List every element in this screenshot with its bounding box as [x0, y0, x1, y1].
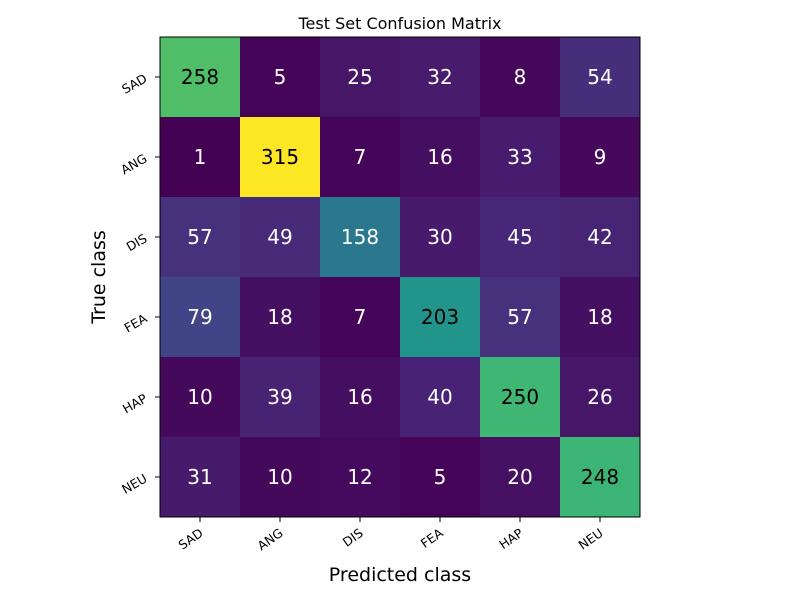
x-tick-label: DIS [340, 525, 366, 550]
cell-value-label: 42 [587, 225, 612, 249]
heatmap-cell [320, 117, 401, 198]
x-axis-label: Predicted class [329, 564, 471, 586]
heatmap-cell [320, 437, 401, 518]
cell-value-label: 248 [581, 465, 619, 489]
y-tick-label: DIS [124, 231, 150, 255]
cell-value-label: 315 [261, 145, 299, 169]
cell-value-label: 10 [187, 385, 212, 409]
cell-value-label: 10 [267, 465, 292, 489]
cell-value-label: 7 [354, 305, 367, 329]
heatmap-cell [160, 437, 241, 518]
heatmap-cell [240, 197, 321, 278]
cell-value-label: 258 [181, 65, 219, 89]
heatmap-cell [400, 117, 481, 198]
x-tick-label: HAP [496, 525, 526, 552]
heatmap-cell [240, 357, 321, 438]
heatmap-cell [320, 277, 401, 358]
heatmap-cell [400, 277, 481, 358]
cell-value-label: 26 [587, 385, 612, 409]
cell-value-label: 18 [267, 305, 292, 329]
heatmap-cell [480, 357, 561, 438]
heatmap-cell [240, 277, 321, 358]
heatmap-cell [560, 197, 641, 278]
cell-value-label: 203 [421, 305, 459, 329]
heatmap-cell [320, 197, 401, 278]
cell-value-label: 16 [347, 385, 372, 409]
heatmap-cell [240, 117, 321, 198]
heatmap-cell [400, 357, 481, 438]
cell-value-label: 1 [194, 145, 207, 169]
y-tick-label: NEU [119, 471, 149, 497]
cell-value-label: 5 [274, 65, 287, 89]
cell-value-label: 30 [427, 225, 452, 249]
cell-value-label: 8 [514, 65, 527, 89]
heatmap-cell [400, 37, 481, 118]
cell-value-label: 32 [427, 65, 452, 89]
heatmap-cell [240, 37, 321, 118]
chart-title: Test Set Confusion Matrix [298, 14, 502, 33]
heatmap-cell [320, 357, 401, 438]
x-tick-label: FEA [418, 525, 446, 551]
cell-value-label: 45 [507, 225, 532, 249]
heatmap-cell [480, 277, 561, 358]
x-tick-label: ANG [255, 525, 286, 553]
cell-value-label: 16 [427, 145, 452, 169]
cell-value-label: 7 [354, 145, 367, 169]
heatmap-cell [480, 437, 561, 518]
x-tick-label: NEU [575, 525, 605, 552]
cell-value-label: 25 [347, 65, 372, 89]
plot-frame [159, 36, 641, 518]
cell-value-label: 12 [347, 465, 372, 489]
heatmap-cell [160, 37, 241, 118]
y-tick-label: HAP [120, 390, 150, 416]
y-axis-ticks: SAD ANG DIS FEA HAP NEU [118, 71, 160, 497]
cell-value-label: 5 [434, 465, 447, 489]
cell-value-label: 33 [507, 145, 532, 169]
heatmap-cell [400, 437, 481, 518]
heatmap-cell [480, 197, 561, 278]
cell-value-label: 49 [267, 225, 292, 249]
heatmap-cell [160, 277, 241, 358]
cell-value-label: 54 [587, 65, 612, 89]
cell-value-label: 9 [594, 145, 607, 169]
y-tick-label: ANG [118, 151, 149, 178]
heatmap-cell [240, 437, 321, 518]
y-tick-label: FEA [122, 310, 150, 335]
heatmap-cell [400, 197, 481, 278]
cell-value-label: 39 [267, 385, 292, 409]
cell-value-label: 57 [507, 305, 532, 329]
heatmap-cell [320, 37, 401, 118]
cell-value-label: 20 [507, 465, 532, 489]
y-axis-label: True class [88, 230, 110, 325]
heatmap-cell [160, 357, 241, 438]
x-tick-label: SAD [176, 525, 206, 552]
cell-value-label: 57 [187, 225, 212, 249]
heatmap-cell [560, 117, 641, 198]
cell-value-label: 250 [501, 385, 539, 409]
cell-value-label: 158 [341, 225, 379, 249]
heatmap-cell [160, 197, 241, 278]
x-axis-ticks: SAD ANG DIS FEA HAP NEU [176, 517, 606, 553]
heatmap-cell [480, 37, 561, 118]
heatmap-cell [160, 117, 241, 198]
heatmap-cell [560, 357, 641, 438]
cell-value-label: 79 [187, 305, 212, 329]
cell-value-label: 18 [587, 305, 612, 329]
y-tick-label: SAD [119, 71, 149, 97]
heatmap-cell [560, 437, 641, 518]
cell-value-label: 31 [187, 465, 212, 489]
heatmap-cell [480, 117, 561, 198]
heatmap-cell [560, 277, 641, 358]
heatmap-cell [560, 37, 641, 118]
cell-value-label: 40 [427, 385, 452, 409]
